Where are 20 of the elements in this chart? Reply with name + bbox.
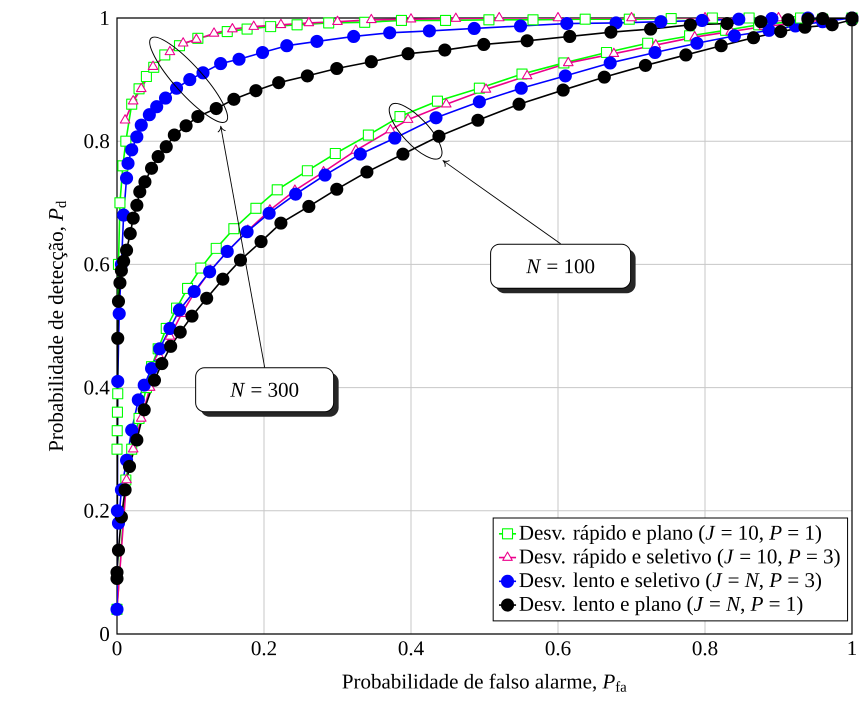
legend-label: Desv. rápido e plano (J = 10, P = 1): [519, 524, 821, 544]
legend-label: Desv. rápido e seletivo (J = 10, P = 3): [519, 548, 840, 568]
x-tick-label: 0: [112, 641, 122, 656]
annotation: N = 100: [526, 259, 594, 274]
y-tick-label: 0.2: [84, 504, 109, 518]
y-tick-label: 0.8: [84, 134, 110, 148]
x-axis-title: Probabilidade de falso alarme, P$_{fa}$: [342, 674, 626, 692]
y-tick-label: 0.4: [84, 380, 110, 395]
y-tick-label: 0.6: [84, 257, 110, 272]
y-tick-label: 1: [101, 11, 109, 25]
y-tick-label: 0: [100, 626, 110, 642]
x-tick-label: 0.2: [252, 641, 276, 656]
x-tick-label: 0.6: [546, 641, 571, 656]
x-tick-label: 1: [848, 641, 856, 656]
x-tick-label: 0.4: [398, 641, 424, 656]
legend-label: Desv. lento e seletivo (J = N, P = 3): [519, 572, 821, 592]
annotation: N = 300: [230, 382, 298, 397]
x-tick-label: 0.8: [692, 641, 718, 656]
y-axis-title: Probabilidade de detecção, P$_{d}$: [48, 200, 68, 452]
legend-label: Desv. lento e plano (J = N, P = 1): [519, 596, 802, 616]
